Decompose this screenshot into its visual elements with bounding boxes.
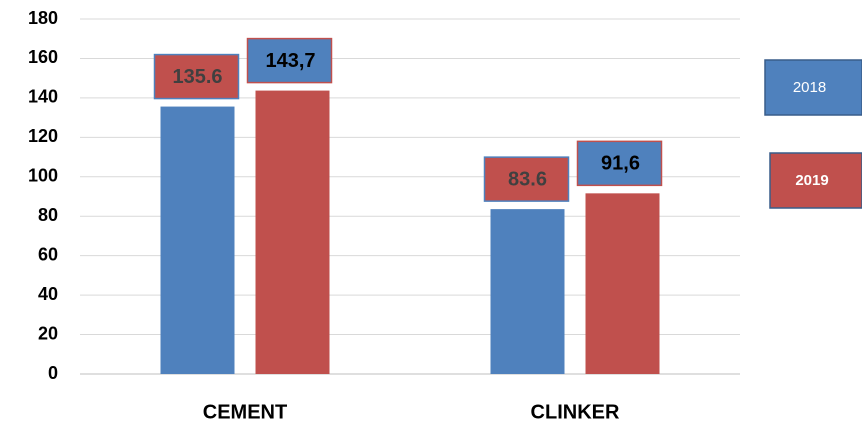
legend-label: 2018 <box>793 79 826 96</box>
value-label-box <box>483 156 570 202</box>
y-tick-label: 0 <box>48 363 58 383</box>
y-tick-label: 40 <box>38 284 58 304</box>
value-label-box <box>576 140 663 187</box>
y-tick-label: 20 <box>38 323 58 343</box>
value-label: 143,7 <box>265 50 315 72</box>
legend-box <box>764 59 862 116</box>
value-label: 83.6 <box>508 168 547 190</box>
bar <box>255 90 330 374</box>
value-label: 91,6 <box>601 153 640 175</box>
bar <box>160 106 235 375</box>
y-tick-label: 180 <box>28 8 58 28</box>
x-tick-label: CEMENT <box>203 401 287 423</box>
value-label-box <box>153 53 240 100</box>
y-tick-label: 60 <box>38 244 58 264</box>
y-tick-label: 120 <box>28 126 58 146</box>
y-tick-label: 160 <box>28 47 58 67</box>
value-label-box <box>246 37 333 84</box>
x-tick-label: CLINKER <box>531 401 620 423</box>
bar <box>585 193 660 374</box>
legend-box <box>769 152 862 209</box>
y-tick-label: 140 <box>28 87 58 107</box>
legend-label: 2019 <box>795 172 828 189</box>
y-tick-label: 100 <box>28 166 58 186</box>
y-tick-label: 80 <box>38 205 58 225</box>
bar <box>490 209 565 374</box>
value-label: 135.6 <box>172 66 222 88</box>
